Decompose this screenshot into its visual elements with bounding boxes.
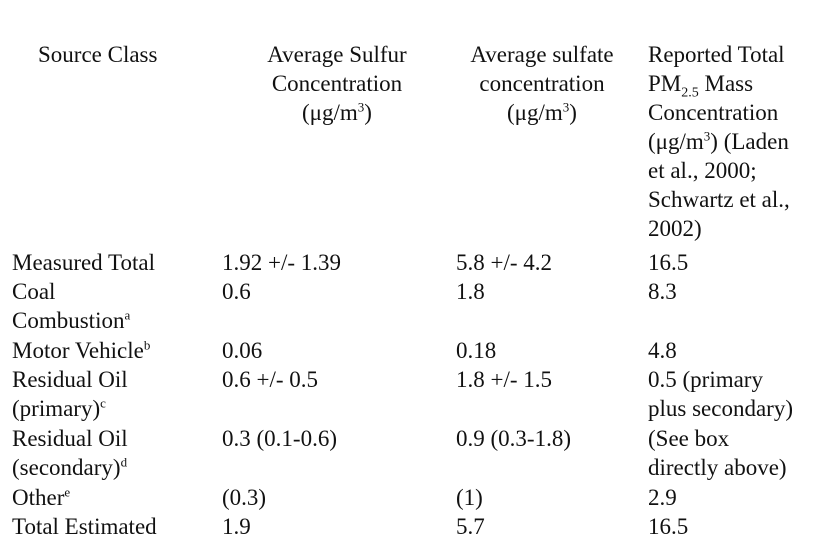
row-other-sulfate: (1) [456, 485, 483, 510]
row-coal-sulfur: 0.6 [222, 279, 251, 304]
row-residual-secondary-source: Residual Oil (secondary)d [12, 426, 128, 480]
row-measured-total-source: Measured Total [12, 250, 155, 275]
row-residual-primary-sulfate: 1.8 +/- 1.5 [456, 367, 553, 392]
row-other-source: Othere [12, 484, 71, 510]
header-pm25: Reported Total PM2.5 Mass Concentration … [648, 42, 790, 241]
row-residual-secondary-pm: (See box directly above) [648, 426, 787, 480]
row-residual-primary-source: Residual Oil (primary)c [12, 367, 128, 421]
row-measured-total-sulfur: 1.92 +/- 1.39 [222, 250, 342, 275]
row-coal-source: Coal Combustiona [12, 279, 131, 333]
row-coal-sulfate: 1.8 [456, 279, 485, 304]
row-residual-primary-pm: 0.5 (primary plus secondary) [648, 367, 793, 421]
row-other-pm: 2.9 [648, 485, 677, 510]
row-total-estimated-pm: 16.5 [648, 514, 689, 539]
header-sulfur: Average Sulfur Concentration (μg/m3) [267, 42, 407, 125]
row-measured-total-sulfate: 5.8 +/- 4.2 [456, 250, 553, 275]
row-measured-total-pm: 16.5 [648, 250, 689, 275]
row-total-estimated-sulfur: 1.9 [222, 514, 251, 539]
row-residual-primary-sulfur: 0.6 +/- 0.5 [222, 367, 319, 392]
row-residual-secondary-sulfate: 0.9 (0.3-1.8) [456, 426, 571, 451]
row-total-estimated-sulfate: 5.7 [456, 514, 485, 539]
row-coal-pm: 8.3 [648, 279, 677, 304]
row-motor-vehicle-pm: 4.8 [648, 338, 677, 363]
row-motor-vehicle-source: Motor Vehicleb [12, 337, 151, 363]
row-motor-vehicle-sulfur: 0.06 [222, 338, 263, 363]
row-total-estimated-source: Total Estimated [12, 514, 157, 539]
row-other-sulfur: (0.3) [222, 485, 267, 510]
row-motor-vehicle-sulfate: 0.18 [456, 338, 497, 363]
header-sulfate: Average sulfate concentration (μg/m3) [470, 42, 614, 125]
row-residual-secondary-sulfur: 0.3 (0.1-0.6) [222, 426, 337, 451]
header-source-class: Source Class [38, 42, 158, 67]
